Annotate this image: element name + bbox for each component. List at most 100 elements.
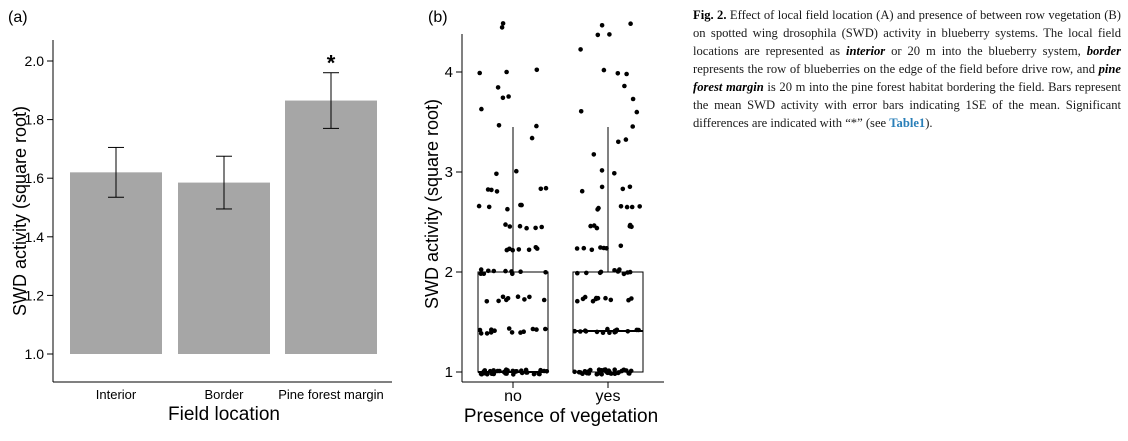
data-point — [499, 25, 505, 30]
data-point — [579, 188, 585, 194]
data-point — [534, 327, 539, 332]
data-point — [599, 368, 604, 373]
data-point — [496, 298, 501, 304]
figure-caption: Fig. 2. Effect of local field location (… — [693, 6, 1121, 132]
data-point — [615, 269, 621, 274]
data-point — [612, 330, 617, 335]
data-point — [526, 247, 532, 253]
data-point — [588, 223, 593, 229]
data-point — [607, 32, 612, 37]
caption-text-5: ). — [925, 116, 933, 130]
data-point — [603, 295, 608, 301]
data-point — [578, 109, 584, 114]
data-point — [541, 297, 547, 303]
x-tick-label: yes — [596, 388, 621, 405]
data-point — [595, 207, 600, 212]
data-point — [536, 371, 541, 376]
data-point — [599, 23, 605, 28]
caption-term-pine: pine forest margin — [693, 62, 1121, 94]
data-point — [517, 223, 523, 229]
panel-a-label: (a) — [8, 9, 28, 26]
data-point — [625, 270, 630, 275]
caption-fig-label: Fig. 2. — [693, 8, 727, 22]
data-point — [479, 106, 484, 112]
caption-text-3: represents the row of blueberries on the… — [693, 62, 1099, 76]
data-point — [575, 298, 580, 304]
data-point — [630, 96, 636, 102]
data-point — [506, 94, 511, 99]
data-point — [612, 367, 617, 373]
data-point — [506, 326, 512, 331]
data-point — [591, 223, 597, 228]
box-plot-y-axis-label: SWD activity (square root) — [422, 99, 442, 309]
box-plot-tick-labels: 1 2 3 4 no yes — [445, 64, 621, 405]
data-point — [578, 329, 583, 334]
data-point — [486, 268, 491, 274]
data-point — [477, 70, 482, 76]
data-point — [581, 245, 587, 251]
data-point — [505, 206, 510, 212]
data-point — [524, 225, 529, 231]
data-point — [572, 369, 577, 375]
y-tick-label: 1.0 — [25, 346, 45, 362]
data-point — [518, 269, 523, 275]
data-point — [522, 297, 527, 302]
data-point — [589, 247, 595, 253]
data-point — [605, 370, 610, 376]
data-point — [616, 139, 621, 145]
data-point — [621, 271, 627, 277]
data-point — [601, 245, 607, 251]
data-point — [504, 69, 509, 75]
box-plot-points — [476, 21, 642, 377]
data-point — [519, 370, 525, 376]
data-point — [593, 295, 599, 301]
data-point — [503, 222, 508, 227]
data-point — [582, 328, 588, 334]
data-point — [509, 269, 514, 274]
data-point — [514, 168, 519, 174]
box — [572, 271, 644, 373]
data-point — [634, 109, 640, 115]
data-point — [637, 204, 642, 209]
y-tick-label: 1.6 — [25, 170, 45, 186]
y-tick-label: 2.0 — [25, 53, 45, 69]
data-point — [578, 370, 583, 375]
data-point — [534, 123, 539, 129]
data-point — [600, 330, 606, 336]
data-point — [607, 330, 612, 336]
data-point — [595, 371, 601, 376]
data-point — [620, 186, 626, 192]
data-point — [495, 85, 501, 90]
caption-text-4: is 20 m into the pine forest habitat bor… — [693, 80, 1121, 130]
data-point — [630, 124, 635, 129]
data-point — [533, 245, 539, 250]
table-reference-link[interactable]: Table1 — [889, 116, 926, 130]
data-point — [543, 326, 548, 332]
data-point — [509, 330, 515, 335]
x-tick-label: Interior — [96, 387, 137, 402]
data-point — [531, 371, 537, 377]
data-point — [481, 370, 487, 376]
data-point — [476, 203, 482, 209]
data-point — [518, 330, 523, 335]
data-point — [494, 189, 500, 194]
bar-chart-bars: * — [70, 51, 377, 355]
data-point — [504, 297, 509, 303]
data-point — [484, 299, 490, 304]
data-point — [601, 67, 607, 73]
box-plot-boxes — [477, 127, 644, 373]
data-point — [494, 171, 499, 177]
data-point — [591, 152, 597, 157]
data-point — [489, 327, 494, 333]
data-point — [539, 224, 544, 230]
data-point — [495, 368, 500, 374]
data-point — [580, 296, 586, 302]
data-point — [612, 371, 618, 377]
data-point — [597, 270, 603, 276]
bar-chart-tick-labels: 1.0 1.2 1.4 1.6 1.8 2.0 Interior Border Pine for… — [25, 53, 384, 402]
data-point — [599, 168, 605, 173]
box-plot-svg: (b) 1 2 3 4 no yes SWD activity (square root)… — [422, 9, 664, 427]
data-point — [477, 327, 483, 333]
data-point — [624, 204, 630, 210]
data-point — [605, 326, 610, 332]
